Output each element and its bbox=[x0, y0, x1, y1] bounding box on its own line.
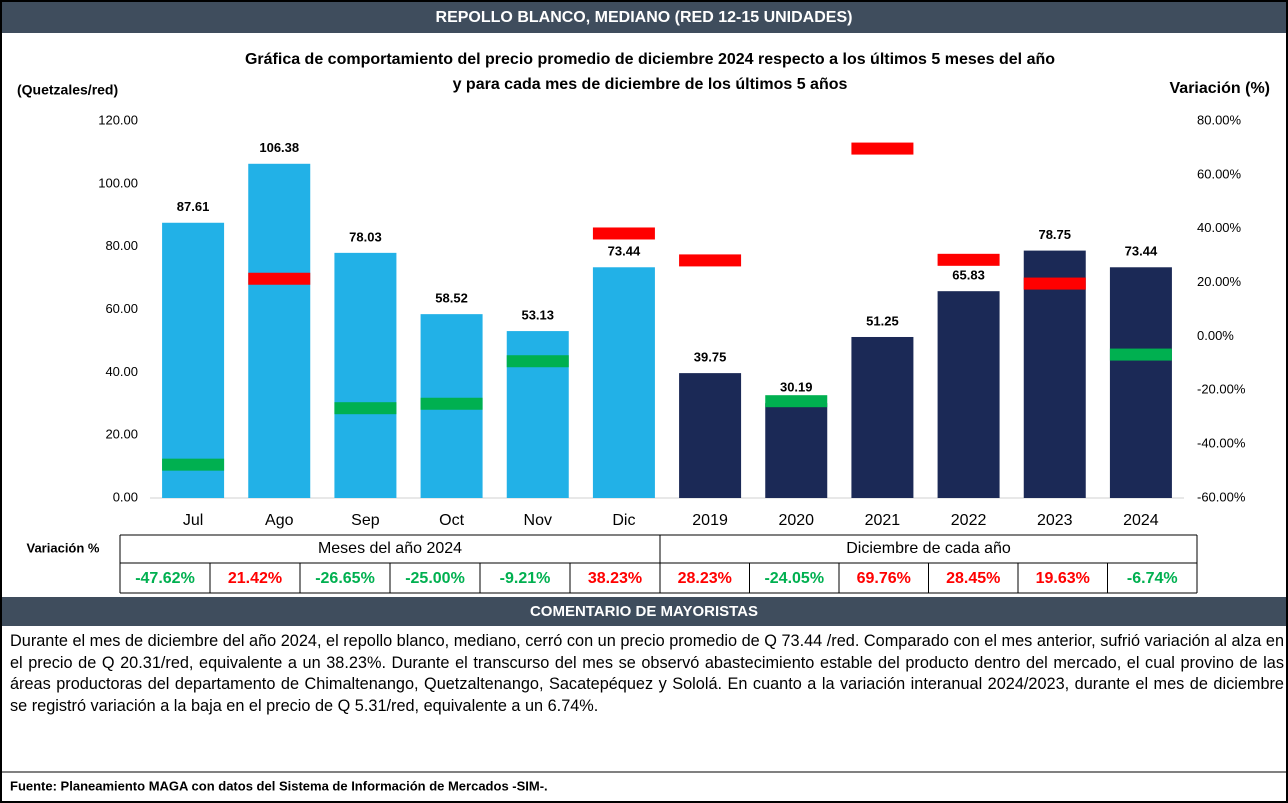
data-label: 73.44 bbox=[608, 244, 641, 259]
group-label: Meses del año 2024 bbox=[318, 540, 462, 557]
y-tick-label: 20.00 bbox=[105, 427, 138, 442]
x-tick-label: Dic bbox=[612, 512, 635, 529]
y2-tick-label: -40.00% bbox=[1197, 436, 1246, 451]
y2-tick-label: 60.00% bbox=[1197, 166, 1242, 181]
variation-marker bbox=[1109, 348, 1172, 361]
variation-marker bbox=[248, 272, 311, 285]
variation-label: -9.21% bbox=[500, 570, 551, 587]
y2-tick-label: -20.00% bbox=[1197, 382, 1246, 397]
bar bbox=[592, 267, 655, 498]
bar bbox=[679, 373, 742, 498]
variation-marker bbox=[420, 397, 483, 410]
data-label: 58.52 bbox=[435, 291, 468, 306]
variation-label: 38.23% bbox=[588, 570, 642, 587]
variation-marker bbox=[937, 253, 1000, 266]
variation-label: -24.05% bbox=[764, 570, 824, 587]
variation-marker bbox=[1023, 277, 1086, 290]
y-tick-label: 60.00 bbox=[105, 301, 138, 316]
data-label: 53.13 bbox=[521, 308, 554, 323]
variation-marker bbox=[851, 142, 914, 155]
y-tick-label: 40.00 bbox=[105, 364, 138, 379]
data-label: 78.03 bbox=[349, 229, 382, 244]
y-tick-label: 0.00 bbox=[113, 489, 138, 504]
x-tick-label: Jul bbox=[183, 512, 203, 529]
variation-marker bbox=[592, 227, 655, 240]
chart-subtitle: y para cada mes de diciembre de los últi… bbox=[453, 76, 848, 93]
bar bbox=[1023, 250, 1086, 498]
data-label: 30.19 bbox=[780, 380, 813, 395]
x-tick-label: 2020 bbox=[778, 512, 814, 529]
x-tick-label: 2019 bbox=[692, 512, 728, 529]
variation-label: -47.62% bbox=[135, 570, 195, 587]
y2-tick-label: 40.00% bbox=[1197, 220, 1242, 235]
data-label: 106.38 bbox=[259, 140, 299, 155]
bar bbox=[162, 222, 225, 498]
x-tick-label: 2022 bbox=[951, 512, 987, 529]
bar bbox=[334, 252, 397, 498]
y2-tick-label: 80.00% bbox=[1197, 112, 1242, 127]
variation-marker bbox=[506, 355, 569, 368]
data-label: 51.25 bbox=[866, 313, 899, 328]
header-bar bbox=[2, 2, 1286, 33]
variation-label: 28.23% bbox=[678, 570, 732, 587]
variation-label: 19.63% bbox=[1036, 570, 1090, 587]
source: Fuente: Planeamiento MAGA con datos del … bbox=[10, 778, 548, 793]
y2-tick-label: 0.00% bbox=[1197, 328, 1234, 343]
y2-tick-label: -60.00% bbox=[1197, 489, 1246, 504]
y-tick-label: 120.00 bbox=[98, 112, 138, 127]
bar bbox=[851, 336, 914, 498]
variation-label: 28.45% bbox=[946, 570, 1000, 587]
x-tick-label: Oct bbox=[439, 512, 464, 529]
variation-label: -25.00% bbox=[405, 570, 465, 587]
variation-label: 21.42% bbox=[228, 570, 282, 587]
variation-label: -26.65% bbox=[315, 570, 375, 587]
comment: Durante el mes de diciembre del año 2024… bbox=[10, 632, 1284, 715]
data-label: 73.44 bbox=[1125, 244, 1158, 259]
data-label: 87.61 bbox=[177, 199, 210, 214]
variation-marker bbox=[162, 458, 225, 471]
y-tick-label: 80.00 bbox=[105, 238, 138, 253]
variation-label: -6.74% bbox=[1127, 570, 1178, 587]
x-tick-label: 2024 bbox=[1123, 512, 1159, 529]
x-tick-label: 2023 bbox=[1037, 512, 1073, 529]
x-tick-label: Nov bbox=[524, 512, 552, 529]
x-tick-label: Ago bbox=[265, 512, 294, 529]
comment-bar bbox=[2, 597, 1286, 626]
variation-marker bbox=[334, 402, 397, 415]
y-tick-label: 100.00 bbox=[98, 175, 138, 190]
data-label: 78.75 bbox=[1038, 227, 1071, 242]
variation-marker bbox=[679, 254, 742, 267]
table-row-label: Variación % bbox=[27, 540, 100, 555]
data-label: 39.75 bbox=[694, 350, 727, 365]
comment-title: COMENTARIO DE MAYORISTAS bbox=[530, 603, 758, 620]
data-label: 65.83 bbox=[952, 268, 985, 283]
header: REPOLLO BLANCO, MEDIANO (RED 12-15 UNIDA… bbox=[436, 9, 853, 26]
bar bbox=[937, 291, 1000, 498]
chart-title: Gráfica de comportamiento del precio pro… bbox=[245, 51, 1055, 68]
x-tick-label: Sep bbox=[351, 512, 380, 529]
bar bbox=[765, 403, 828, 498]
variation-label: 69.76% bbox=[857, 570, 911, 587]
x-tick-label: 2021 bbox=[865, 512, 901, 529]
group-label: Diciembre de cada año bbox=[846, 540, 1011, 557]
y-axis-label: (Quetzales/red) bbox=[17, 82, 118, 98]
bar bbox=[1109, 267, 1172, 498]
variation-marker bbox=[765, 395, 828, 408]
y2-tick-label: 20.00% bbox=[1197, 274, 1242, 289]
y2-axis-label: Variación (%) bbox=[1170, 80, 1270, 97]
bar bbox=[248, 163, 311, 499]
